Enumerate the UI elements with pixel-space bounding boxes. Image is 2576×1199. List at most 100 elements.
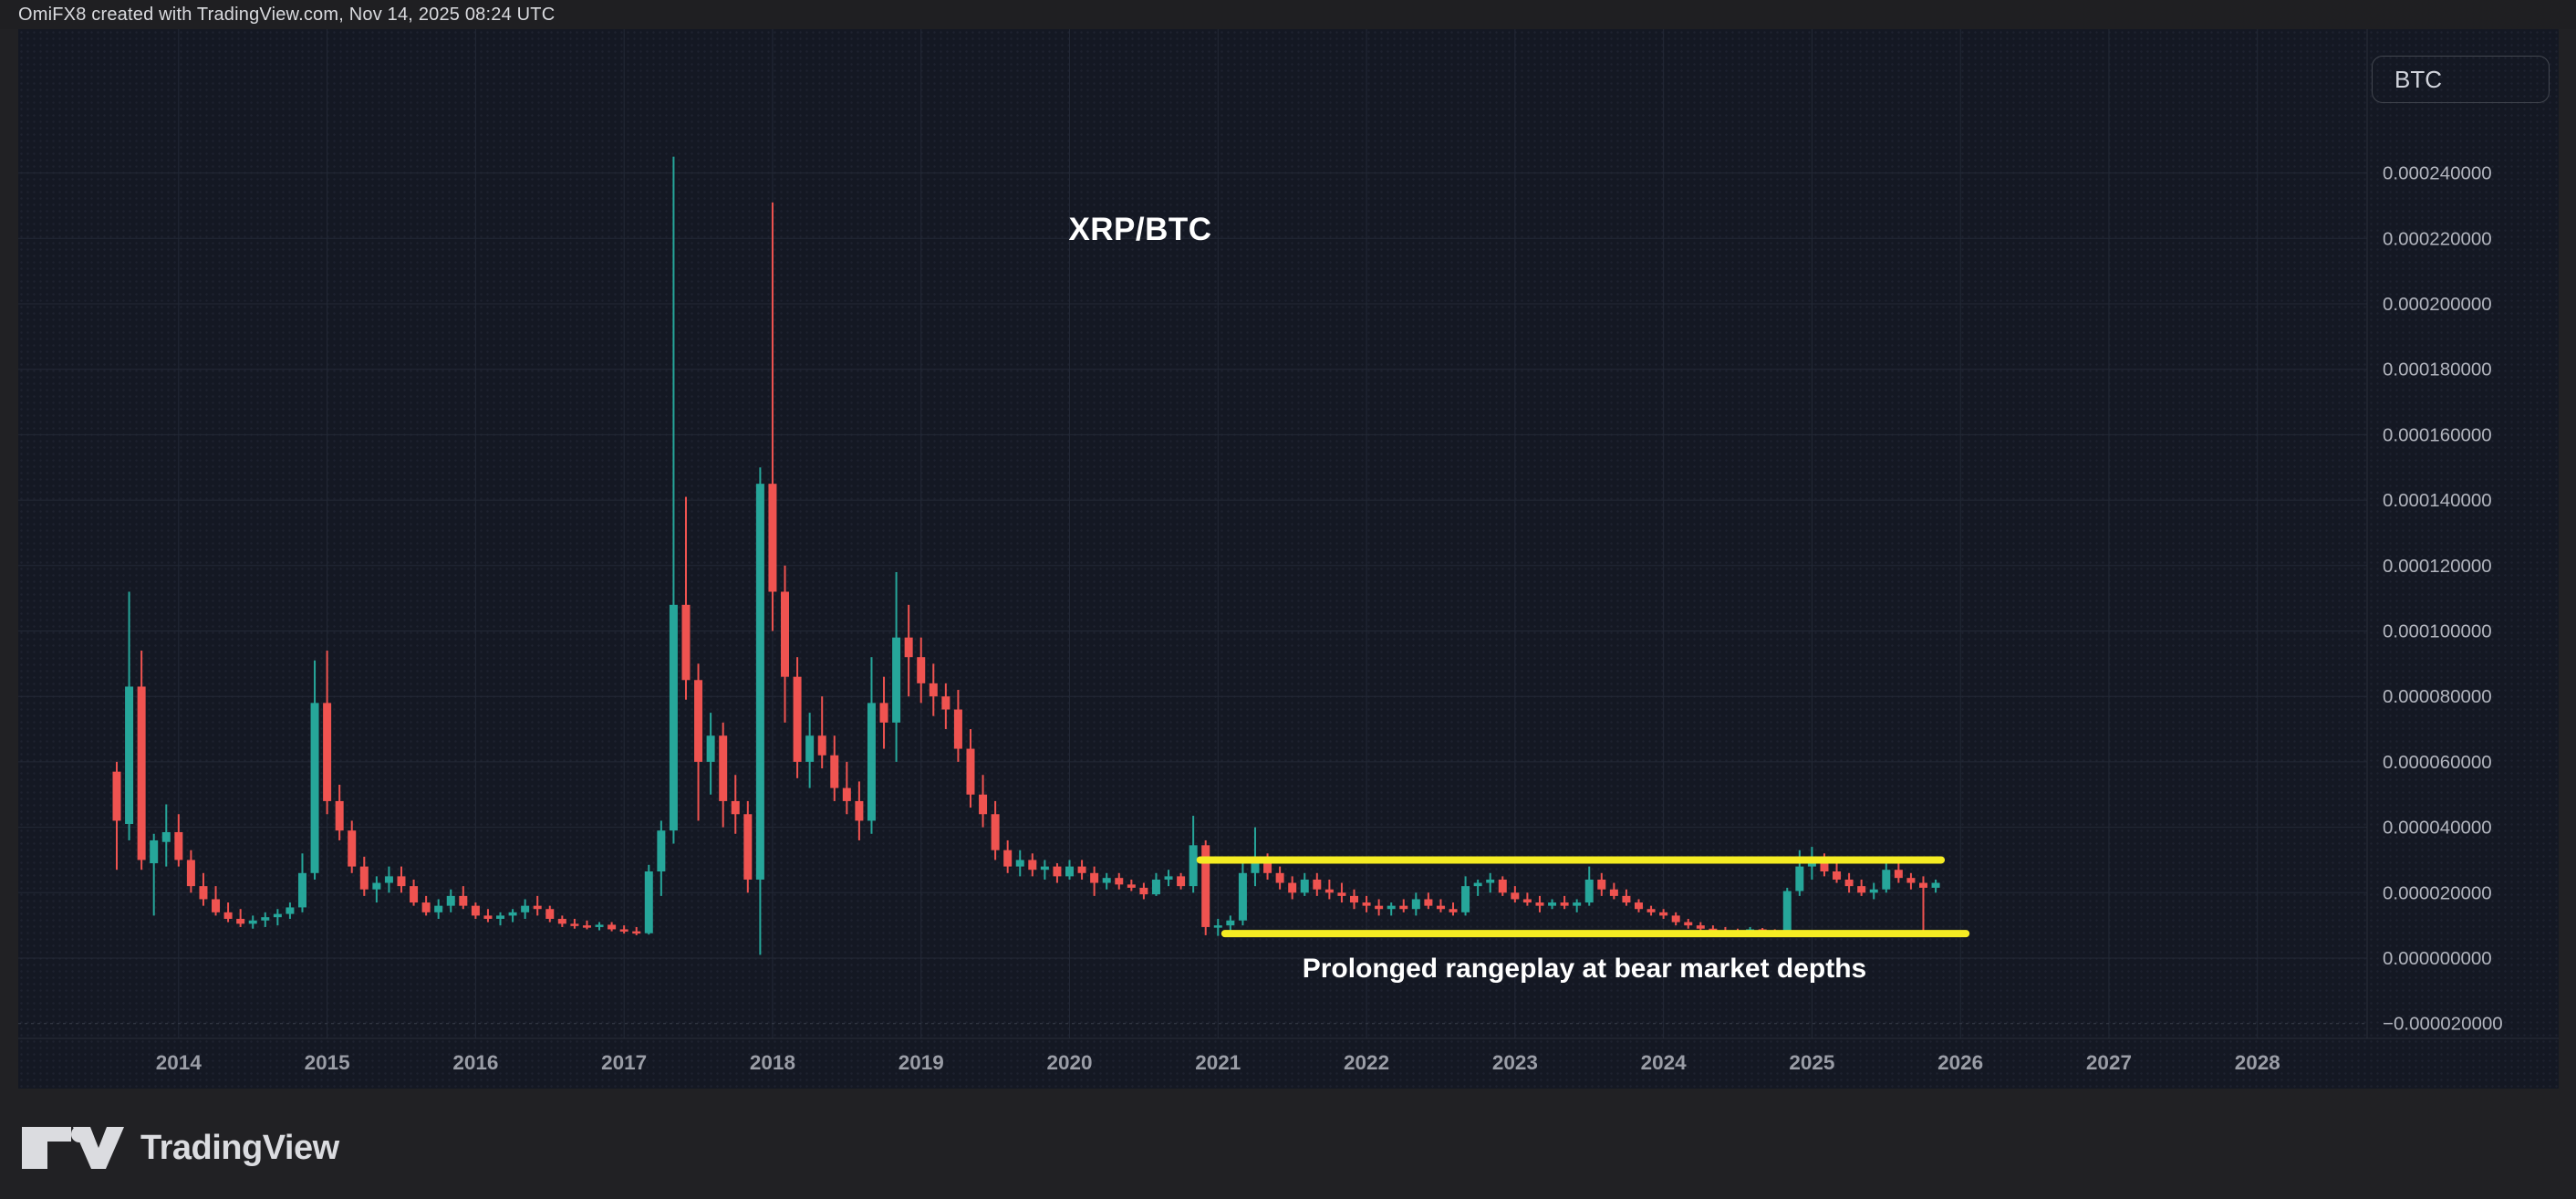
candle-body [991, 814, 1000, 850]
candle-body [1139, 887, 1148, 895]
candle-body [150, 839, 159, 864]
candle-body [917, 657, 926, 683]
candlestick [1387, 902, 1396, 916]
candle-wick [239, 909, 242, 927]
candlestick [1213, 918, 1222, 936]
candle-body [731, 800, 740, 815]
price-tick-label: 0.000120000 [2383, 556, 2492, 577]
candle-body [1375, 905, 1384, 910]
candlestick [545, 905, 555, 923]
candlestick [125, 591, 134, 840]
candle-body [1053, 866, 1062, 877]
candle-body [1028, 860, 1037, 871]
year-tick-label: 2019 [898, 1051, 944, 1074]
candlestick [1795, 850, 1804, 896]
candlestick [421, 895, 431, 916]
year-tick-label: 2027 [2086, 1051, 2132, 1074]
range-annotation[interactable]: Prolonged rangeplay at bear market depth… [1302, 954, 1867, 984]
candle-body [1511, 892, 1520, 900]
candlestick [471, 902, 480, 919]
candlestick [1535, 895, 1544, 912]
candle-body [1560, 902, 1569, 906]
candle-body [545, 909, 555, 919]
candle-body [941, 696, 950, 710]
candlestick [248, 915, 257, 929]
candle-body [855, 800, 864, 821]
candle-body [1324, 889, 1334, 893]
year-tick-label: 2026 [1937, 1051, 1983, 1074]
candle-body [1622, 895, 1631, 903]
candle-wick [1724, 926, 1727, 933]
candle-body [706, 735, 715, 762]
candlestick [1015, 850, 1024, 877]
price-scale[interactable]: 0.000240000 0.000220000 0.000200000 0.00018… [2383, 163, 2503, 1035]
candlestick [719, 722, 728, 828]
candlestick [1782, 887, 1792, 934]
candle-body [273, 913, 282, 918]
candlestick [1671, 912, 1680, 926]
price-tick-label: 0.000000000 [2383, 948, 2492, 969]
candle-body [1003, 850, 1013, 867]
candle-body [1906, 878, 1916, 883]
candlestick [793, 657, 802, 778]
candle-body [1275, 872, 1284, 883]
tradingview-logo[interactable]: TradingView [22, 1124, 339, 1172]
candle-body [1548, 902, 1557, 906]
candlestick [632, 926, 641, 935]
candlestick [236, 909, 245, 927]
candlestick [582, 920, 591, 930]
candle-body [521, 905, 530, 912]
candle-body [397, 876, 406, 887]
candle-body [557, 918, 566, 924]
candlestick [879, 676, 888, 749]
candle-body [1102, 878, 1111, 883]
candle-body [125, 686, 134, 825]
candle-body [867, 703, 876, 821]
candle-body [1882, 870, 1891, 890]
price-tick-label: 0.000080000 [2383, 686, 2492, 707]
candlestick [397, 866, 406, 893]
candle-body [1263, 863, 1272, 873]
candle-body [1151, 879, 1160, 895]
candle-body [1251, 863, 1260, 873]
candle-body [669, 604, 678, 831]
time-scale[interactable]: 2014 2015 2016 2017 2018 2019 2020 2021 2022 2023… [156, 1051, 2280, 1074]
candlestick [310, 660, 319, 880]
candle-body [1424, 899, 1433, 906]
candle-body [310, 703, 319, 873]
candlestick [1634, 899, 1643, 912]
candlestick [570, 918, 579, 929]
year-tick-label: 2020 [1046, 1051, 1092, 1074]
candle-body [174, 831, 183, 860]
candle-body [1189, 845, 1198, 887]
currency-button[interactable]: BTC [2372, 56, 2550, 103]
candlestick [1709, 925, 1718, 933]
candlestick [1324, 879, 1334, 900]
candle-body [1894, 870, 1903, 879]
candle-body [1573, 902, 1582, 906]
symbol-title[interactable]: XRP/BTC [1068, 212, 1212, 247]
candlestick [1609, 882, 1618, 900]
candle-body [1584, 879, 1594, 903]
candlestick [1597, 872, 1606, 896]
candle-body [1313, 879, 1322, 890]
candle-body [1226, 920, 1235, 926]
year-tick-label: 2018 [750, 1051, 795, 1074]
candlestick [1040, 860, 1049, 880]
year-tick-label: 2022 [1344, 1051, 1389, 1074]
candlestick [1411, 892, 1420, 916]
candle-body [1709, 928, 1718, 932]
candle-body [1337, 892, 1346, 896]
price-tick-label: 0.000100000 [2383, 621, 2492, 642]
candle-body [359, 866, 369, 890]
candle-body [137, 686, 146, 860]
attribution-text: OmiFX8 created with TradingView.com, Nov… [18, 4, 556, 25]
candle-body [186, 860, 195, 887]
candlestick [348, 820, 357, 873]
candlestick [1857, 879, 1866, 896]
candlestick [446, 889, 455, 912]
candle-body [830, 755, 839, 788]
candle-body [1820, 860, 1829, 871]
year-tick-label: 2024 [1641, 1051, 1688, 1074]
